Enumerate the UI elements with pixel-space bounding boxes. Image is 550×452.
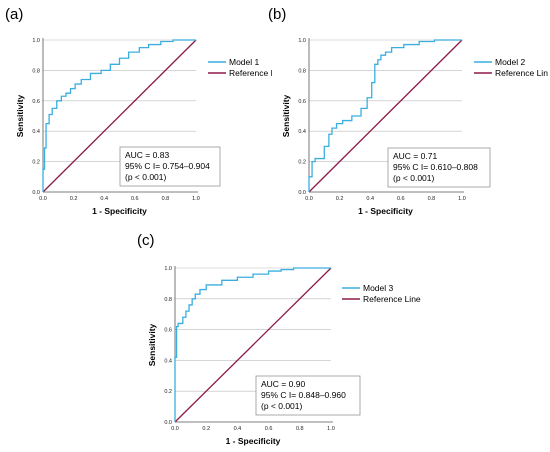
x-tick-label: 1.0 — [327, 426, 335, 432]
auc-annotation-line: (p < 0.001) — [261, 401, 303, 411]
y-tick-label: 0.8 — [298, 68, 306, 74]
roc-curve — [308, 39, 462, 192]
x-tick-label: 0.6 — [397, 196, 405, 202]
x-tick-label: 0.8 — [296, 426, 304, 432]
x-tick-label: 0.6 — [131, 196, 139, 202]
y-tick-label: 1.0 — [164, 266, 172, 272]
panel-label-b: (b) — [268, 6, 287, 23]
reference-line — [42, 39, 197, 193]
auc-annotation-box — [387, 147, 491, 188]
auc-annotation-line: 95% C I= 0.754–0.904 — [125, 161, 210, 171]
roc-chart-a: 0.0 0.2 0.4 0.6 0.8 1.0 0.0 0.2 0.4 0.6 0.8 1.0 1 - … — [15, 38, 272, 216]
legend-label-model: Model 2 — [495, 57, 526, 67]
y-tick-label: 0.2 — [164, 389, 172, 395]
y-axis-title: Sensitivity — [147, 323, 157, 366]
y-tick-label: 0.0 — [164, 420, 172, 426]
auc-annotation-line: AUC = 0.90 — [261, 379, 305, 389]
roc-curve — [174, 267, 331, 422]
x-tick-label: 0.4 — [234, 426, 242, 432]
y-tick-label: 0.6 — [164, 328, 172, 334]
x-tick-label: 0.4 — [366, 196, 374, 202]
roc-chart-b: 0.0 0.2 0.4 0.6 0.8 1.0 0.0 0.2 0.4 0.6 0.8 1.0 1 - … — [281, 38, 548, 216]
x-axis-title: 1 - Specificity — [358, 206, 413, 216]
panel-label-a: (a) — [5, 6, 24, 23]
x-tick-label: 0.0 — [305, 196, 313, 202]
x-tick-label: 0.2 — [202, 426, 210, 432]
x-tick-label: 0.2 — [336, 196, 344, 202]
y-tick-label: 0.4 — [32, 129, 40, 135]
reference-line — [174, 267, 332, 423]
y-tick-label: 0.8 — [164, 297, 172, 303]
y-tick-label: 0.4 — [164, 358, 172, 364]
y-tick-label: 0.4 — [298, 129, 306, 135]
auc-annotation-line: AUC = 0.83 — [125, 150, 169, 160]
y-tick-label: 1.0 — [298, 38, 306, 44]
x-tick-label: 0.2 — [70, 196, 78, 202]
auc-annotation-line: (p < 0.001) — [393, 173, 435, 183]
y-tick-label: 0.6 — [298, 99, 306, 105]
legend-label-model: Model 1 — [229, 57, 260, 67]
x-tick-label: 0.4 — [100, 196, 108, 202]
auc-annotation-line: 95% C I= 0.610–0.808 — [393, 162, 478, 172]
y-axis-title: Sensitivity — [281, 94, 291, 137]
x-tick-label: 1.0 — [458, 196, 466, 202]
roc-curve — [42, 39, 196, 192]
y-tick-label: 0.2 — [32, 160, 40, 166]
legend-label-model: Model 3 — [363, 283, 394, 293]
y-tick-label: 0.2 — [298, 160, 306, 166]
x-tick-label: 1.0 — [192, 196, 200, 202]
x-tick-label: 0.8 — [428, 196, 436, 202]
x-tick-label: 0.6 — [265, 426, 273, 432]
y-tick-label: 1.0 — [32, 38, 40, 44]
auc-annotation-box — [255, 375, 361, 416]
x-tick-label: 0.0 — [171, 426, 179, 432]
auc-annotation-line: AUC = 0.71 — [393, 151, 437, 161]
y-axis-title: Sensitivity — [15, 94, 25, 137]
x-tick-label: 0.0 — [39, 196, 47, 202]
roc-chart-c: 0.0 0.2 0.4 0.6 0.8 1.0 0.0 0.2 0.4 0.6 0.8 1.0 1 - … — [147, 266, 421, 446]
auc-annotation-line: (p < 0.001) — [125, 172, 167, 182]
auc-annotation-box — [119, 146, 221, 187]
y-tick-label: 0.0 — [298, 190, 306, 196]
auc-annotation-line: 95% C I= 0.848–0.960 — [261, 390, 346, 400]
x-axis-title: 1 - Specificity — [226, 436, 281, 446]
legend-label-reference: Reference Line — [495, 68, 548, 78]
reference-line — [308, 39, 463, 193]
legend-label-reference: Reference Line — [229, 68, 272, 78]
y-tick-label: 0.6 — [32, 99, 40, 105]
y-tick-label: 0.0 — [32, 190, 40, 196]
y-tick-label: 0.8 — [32, 68, 40, 74]
legend-label-reference: Reference Line — [363, 294, 421, 304]
x-tick-label: 0.8 — [162, 196, 170, 202]
panel-label-c: (c) — [137, 232, 155, 249]
x-axis-title: 1 - Specificity — [92, 206, 147, 216]
